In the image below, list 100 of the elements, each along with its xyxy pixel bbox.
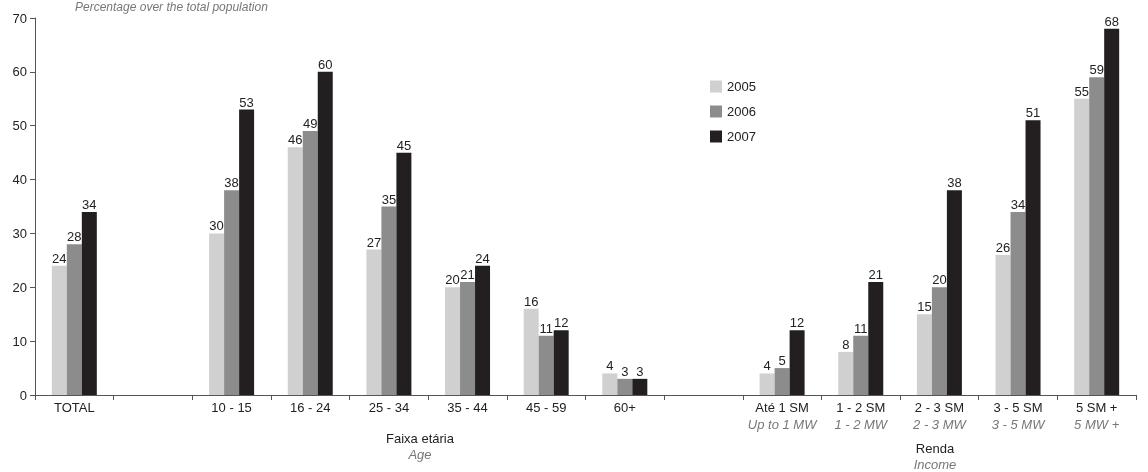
x-tick-label: 60+ [613,400,636,415]
chart-subtitle: Percentage over the total population [75,0,269,14]
bar [460,281,476,395]
bar [995,254,1011,395]
data-label: 55 [1074,83,1089,99]
x-tick-label: TOTAL [53,400,95,415]
data-label: 15 [917,299,932,315]
x-tick-label: 25 - 34 [368,400,410,415]
bar [759,373,775,395]
text: Faixa etária [386,431,455,446]
data-label: 11 [854,320,868,336]
x-tick-label: Até 1 SM Up to 1 MW [747,400,819,432]
data-label: 24 [52,250,67,266]
data-label: 24 [475,250,490,266]
text: Renda [915,441,955,456]
bar [1104,28,1120,395]
data-label: 21 [868,266,883,282]
data-label: 3 [621,363,629,379]
bar [1074,98,1090,395]
bar [523,308,539,395]
data-label: 53 [239,94,254,110]
bar [51,265,67,395]
bar [931,287,947,395]
y-tick-label: 60 [12,64,27,80]
y-tick-label: 10 [12,333,27,349]
y-tick-label: 20 [12,279,27,295]
bar [1089,77,1105,395]
data-label: 28 [67,229,82,245]
legend-label: 2007 [727,129,756,144]
y-tick-label: 50 [12,118,27,134]
data-label: 35 [381,191,397,207]
data-label: 20 [445,272,460,288]
data-label: 45 [396,137,412,153]
bar [774,368,790,395]
bar [287,147,303,395]
data-label: 38 [947,175,962,191]
bar [381,206,397,395]
x-tick-label: 10 - 15 [211,400,252,415]
bar [1010,211,1026,395]
data-label: 4 [606,358,614,374]
bar [632,378,648,395]
bar [366,249,382,395]
data-label: 8 [842,336,850,352]
data-label: 46 [288,132,303,148]
data-label: 38 [224,175,239,191]
bar [916,314,932,395]
data-label: 68 [1104,13,1119,29]
legend-label: 2006 [727,104,756,119]
x-tick-label: 1 - 2 SM 1 - 2 MW [834,400,889,432]
bar [445,287,461,395]
bar [317,71,333,395]
x-tick-label: 2 - 3 SM 2 - 3 MW [912,400,968,432]
data-label: 3 [636,363,644,379]
bar [538,335,554,395]
bar [224,190,240,395]
x-tick-label: 35 - 44 [447,400,488,415]
bar [789,330,805,395]
data-label: 16 [523,293,539,309]
bar [66,244,82,395]
data-label: 27 [366,234,382,250]
y-tick-label: 40 [12,172,27,188]
data-label: 21 [460,266,475,282]
data-label: 12 [789,315,805,331]
bar [617,378,633,395]
x-tick-label: 16 - 24 [290,400,331,415]
bar [853,335,869,395]
data-label: 5 [778,353,786,369]
data-label: 51 [1025,105,1041,121]
x-tick-label: 45 - 59 [525,400,567,415]
data-label: 20 [932,272,947,288]
data-label: 4 [763,358,771,374]
data-label: 12 [553,315,569,331]
y-tick-label: 70 [12,10,27,26]
data-label: 34 [1010,196,1026,212]
bar [602,373,618,395]
bar [838,351,854,395]
y-tick-label: 30 [12,225,27,241]
data-label: 59 [1089,62,1104,78]
data-label: 30 [209,218,224,234]
bar [396,152,412,395]
bar [239,109,255,395]
bar [868,281,884,395]
legend-label: 2005 [727,79,756,94]
y-tick-label: 0 [19,387,27,403]
data-label: 34 [82,196,97,212]
data-label: 49 [303,116,318,132]
data-label: 26 [995,239,1011,255]
bar [475,265,491,395]
bar [1025,120,1041,395]
bar [302,131,318,395]
bar [946,190,962,395]
bar [553,330,569,395]
text: Age [407,447,432,462]
text: Income [913,457,957,472]
x-tick-label: 3 - 5 SM 3 - 5 MW [991,400,1047,432]
data-label: 11 [539,320,553,336]
bar [81,211,97,395]
bar [209,233,225,395]
x-tick-label: 5 SM + 5 MW + [1074,400,1120,432]
data-label: 60 [318,56,333,72]
